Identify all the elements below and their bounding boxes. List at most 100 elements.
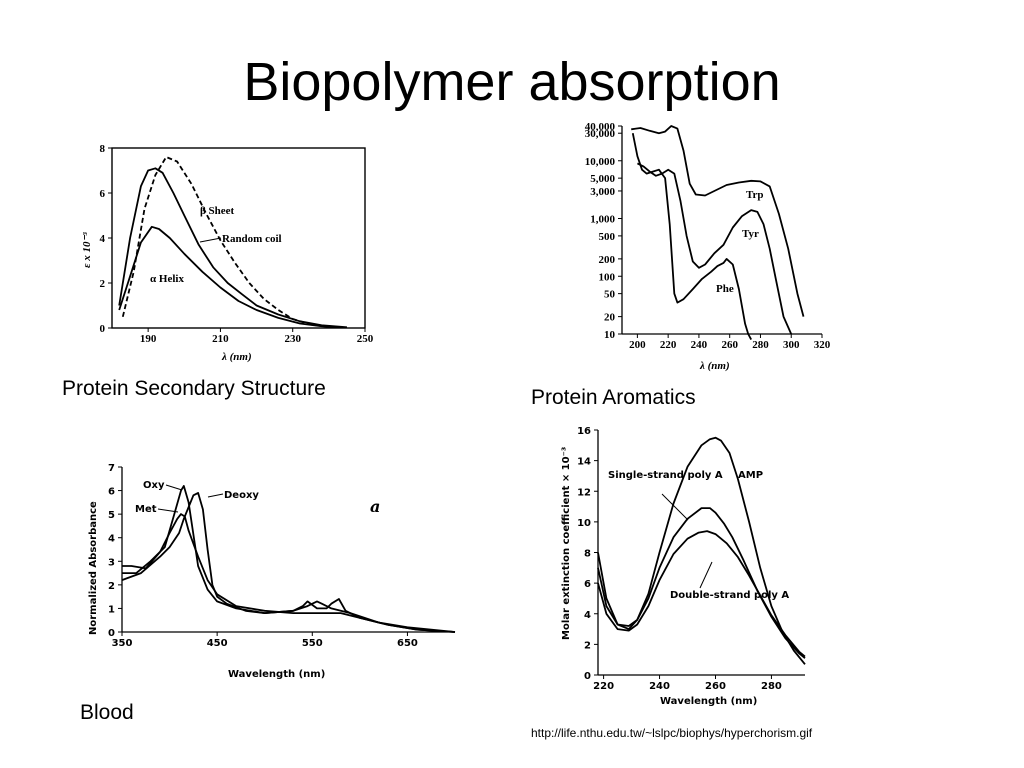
y-tick-label: 2	[100, 278, 106, 290]
y-tick-label: 14	[577, 457, 591, 468]
leader-line-random-coil	[199, 237, 222, 243]
y-tick-label: 5,000	[590, 173, 615, 185]
y-tick-label: 8	[584, 549, 591, 560]
series-line-phe	[631, 133, 752, 341]
caption-secondary-structure: Protein Secondary Structure	[62, 377, 326, 400]
x-tick-label: 280	[761, 681, 782, 692]
caption-protein-aromatics: Protein Aromatics	[531, 386, 696, 409]
y-tick-label: 7	[108, 463, 115, 474]
x-tick-label: 320	[814, 339, 831, 351]
y-tick-label: 6	[108, 487, 115, 498]
y-tick-label: 4	[108, 534, 115, 545]
leader-line-met	[157, 508, 179, 513]
source-url: http://life.nthu.edu.tw/~lslpc/biophys/h…	[531, 726, 813, 740]
y-tick-label: 0	[584, 671, 591, 682]
y-tick-label: 200	[599, 254, 616, 266]
y-tick-label: 2	[584, 640, 591, 651]
x-tick-label: 240	[649, 681, 670, 692]
series-line-trp	[631, 125, 805, 317]
axis-label-x-nucleic: Wavelength (nm)	[660, 696, 757, 707]
curve-label-double-strand-line1: Double-strand poly A	[670, 590, 789, 601]
series-line-oxy	[122, 485, 456, 633]
series-line-met	[122, 513, 456, 633]
curve-label-oxy: Oxy	[143, 480, 165, 491]
y-tick-label: 6	[100, 188, 106, 200]
chart-secondary-structure: 190 210 230 250 0 2 4 6 8 β Sheet Random coil α …	[81, 143, 374, 363]
curve-label-single-strand-line1: Single-strand poly A	[608, 470, 723, 481]
series-line-tyr	[637, 162, 793, 335]
y-tick-label: 4	[584, 610, 591, 621]
x-tick-label: 220	[593, 681, 614, 692]
y-tick-label: 1,000	[590, 214, 615, 226]
y-tick-label: 500	[599, 231, 616, 243]
x-tick-label: 450	[207, 638, 228, 649]
y-tick-label: 10	[577, 518, 591, 529]
x-tick-label: 210	[212, 333, 229, 345]
leader-line-double-strand	[699, 561, 713, 589]
x-tick-label: 550	[302, 638, 323, 649]
series-line-single-strand-poly-a	[597, 507, 806, 659]
y-tick-label: 2	[108, 581, 115, 592]
x-tick-label: 250	[357, 333, 374, 345]
x-tick-label: 190	[140, 333, 157, 345]
chart-nucleic-acids: 220 240 260 280 0 2 4 6 8 10 12 14 16 AMP Single-str…	[561, 426, 806, 707]
curve-label-trp: Trp	[746, 189, 764, 201]
curve-label-phe: Phe	[716, 283, 734, 295]
y-tick-label: 3	[108, 557, 115, 568]
axis-label-x-aromatics: λ (nm)	[699, 360, 730, 372]
y-tick-label: 5	[108, 510, 115, 521]
y-tick-label: 0	[108, 628, 115, 639]
y-tick-label: 8	[100, 143, 106, 155]
y-tick-label: 100	[599, 271, 616, 283]
y-tick-label: 16	[577, 426, 591, 437]
chart-blood: 350 450 550 650 0 1 2 3 4 5 6 7 Oxy Deoxy Met a Wav…	[88, 463, 456, 680]
curve-label-alpha-helix: α Helix	[150, 273, 184, 285]
slide-title: Biopolymer absorption	[243, 52, 781, 112]
curve-label-double-strand: Double-strand poly A	[670, 590, 789, 601]
y-tick-label: 1	[108, 604, 115, 615]
curve-label-tyr: Tyr	[742, 228, 759, 240]
y-tick-label: 0	[100, 323, 106, 335]
axis-label-x-secondary: λ (nm)	[221, 351, 252, 363]
curve-label-deoxy: Deoxy	[224, 490, 259, 501]
y-tick-label: 50	[604, 289, 616, 301]
axis-label-y-secondary: ε x 10⁻³	[81, 232, 93, 268]
leader-line-single-strand	[661, 493, 689, 521]
series-line-sheet	[121, 156, 330, 328]
series-line-amp	[597, 436, 806, 665]
series-line-double-strand-poly-a	[597, 530, 806, 658]
x-tick-label: 280	[752, 339, 769, 351]
curve-label-met: Met	[135, 504, 157, 515]
y-tick-label: 10	[604, 329, 616, 341]
caption-blood: Blood	[80, 701, 134, 724]
x-tick-label: 260	[705, 681, 726, 692]
y-tick-label: 4	[100, 233, 106, 245]
x-tick-label: 240	[691, 339, 708, 351]
x-tick-label: 200	[629, 339, 646, 351]
leader-line-oxy	[165, 484, 183, 491]
axis-label-y-nucleic: Molar extinction coefficient × 10⁻³	[561, 447, 572, 640]
series-line-helix	[118, 225, 347, 329]
x-tick-label: 230	[284, 333, 301, 345]
x-tick-label: 650	[397, 638, 418, 649]
axis-label-x-blood: Wavelength (nm)	[228, 669, 325, 680]
y-tick-label: 10,000	[585, 156, 616, 168]
series-line-deoxy	[121, 492, 456, 633]
x-tick-label: 220	[660, 339, 677, 351]
y-tick-label: 12	[577, 487, 591, 498]
y-tick-label: 3,000	[590, 186, 615, 198]
curve-label-beta-sheet: β Sheet	[200, 205, 235, 217]
x-tick-label: 260	[721, 339, 738, 351]
curve-label-single-strand: Single-strand poly A	[608, 470, 723, 481]
y-tick-label: 20	[604, 312, 616, 324]
series-line-random-coil	[118, 167, 347, 329]
y-tick-label: 30,000	[585, 128, 616, 140]
curve-label-random-coil: Random coil	[222, 233, 282, 245]
panel-annotation-a: a	[370, 497, 380, 516]
x-tick-label: 300	[783, 339, 800, 351]
x-tick-label: 350	[112, 638, 133, 649]
curve-label-amp: AMP	[738, 470, 763, 481]
y-tick-label: 6	[584, 579, 591, 590]
leader-line-deoxy	[207, 493, 224, 498]
